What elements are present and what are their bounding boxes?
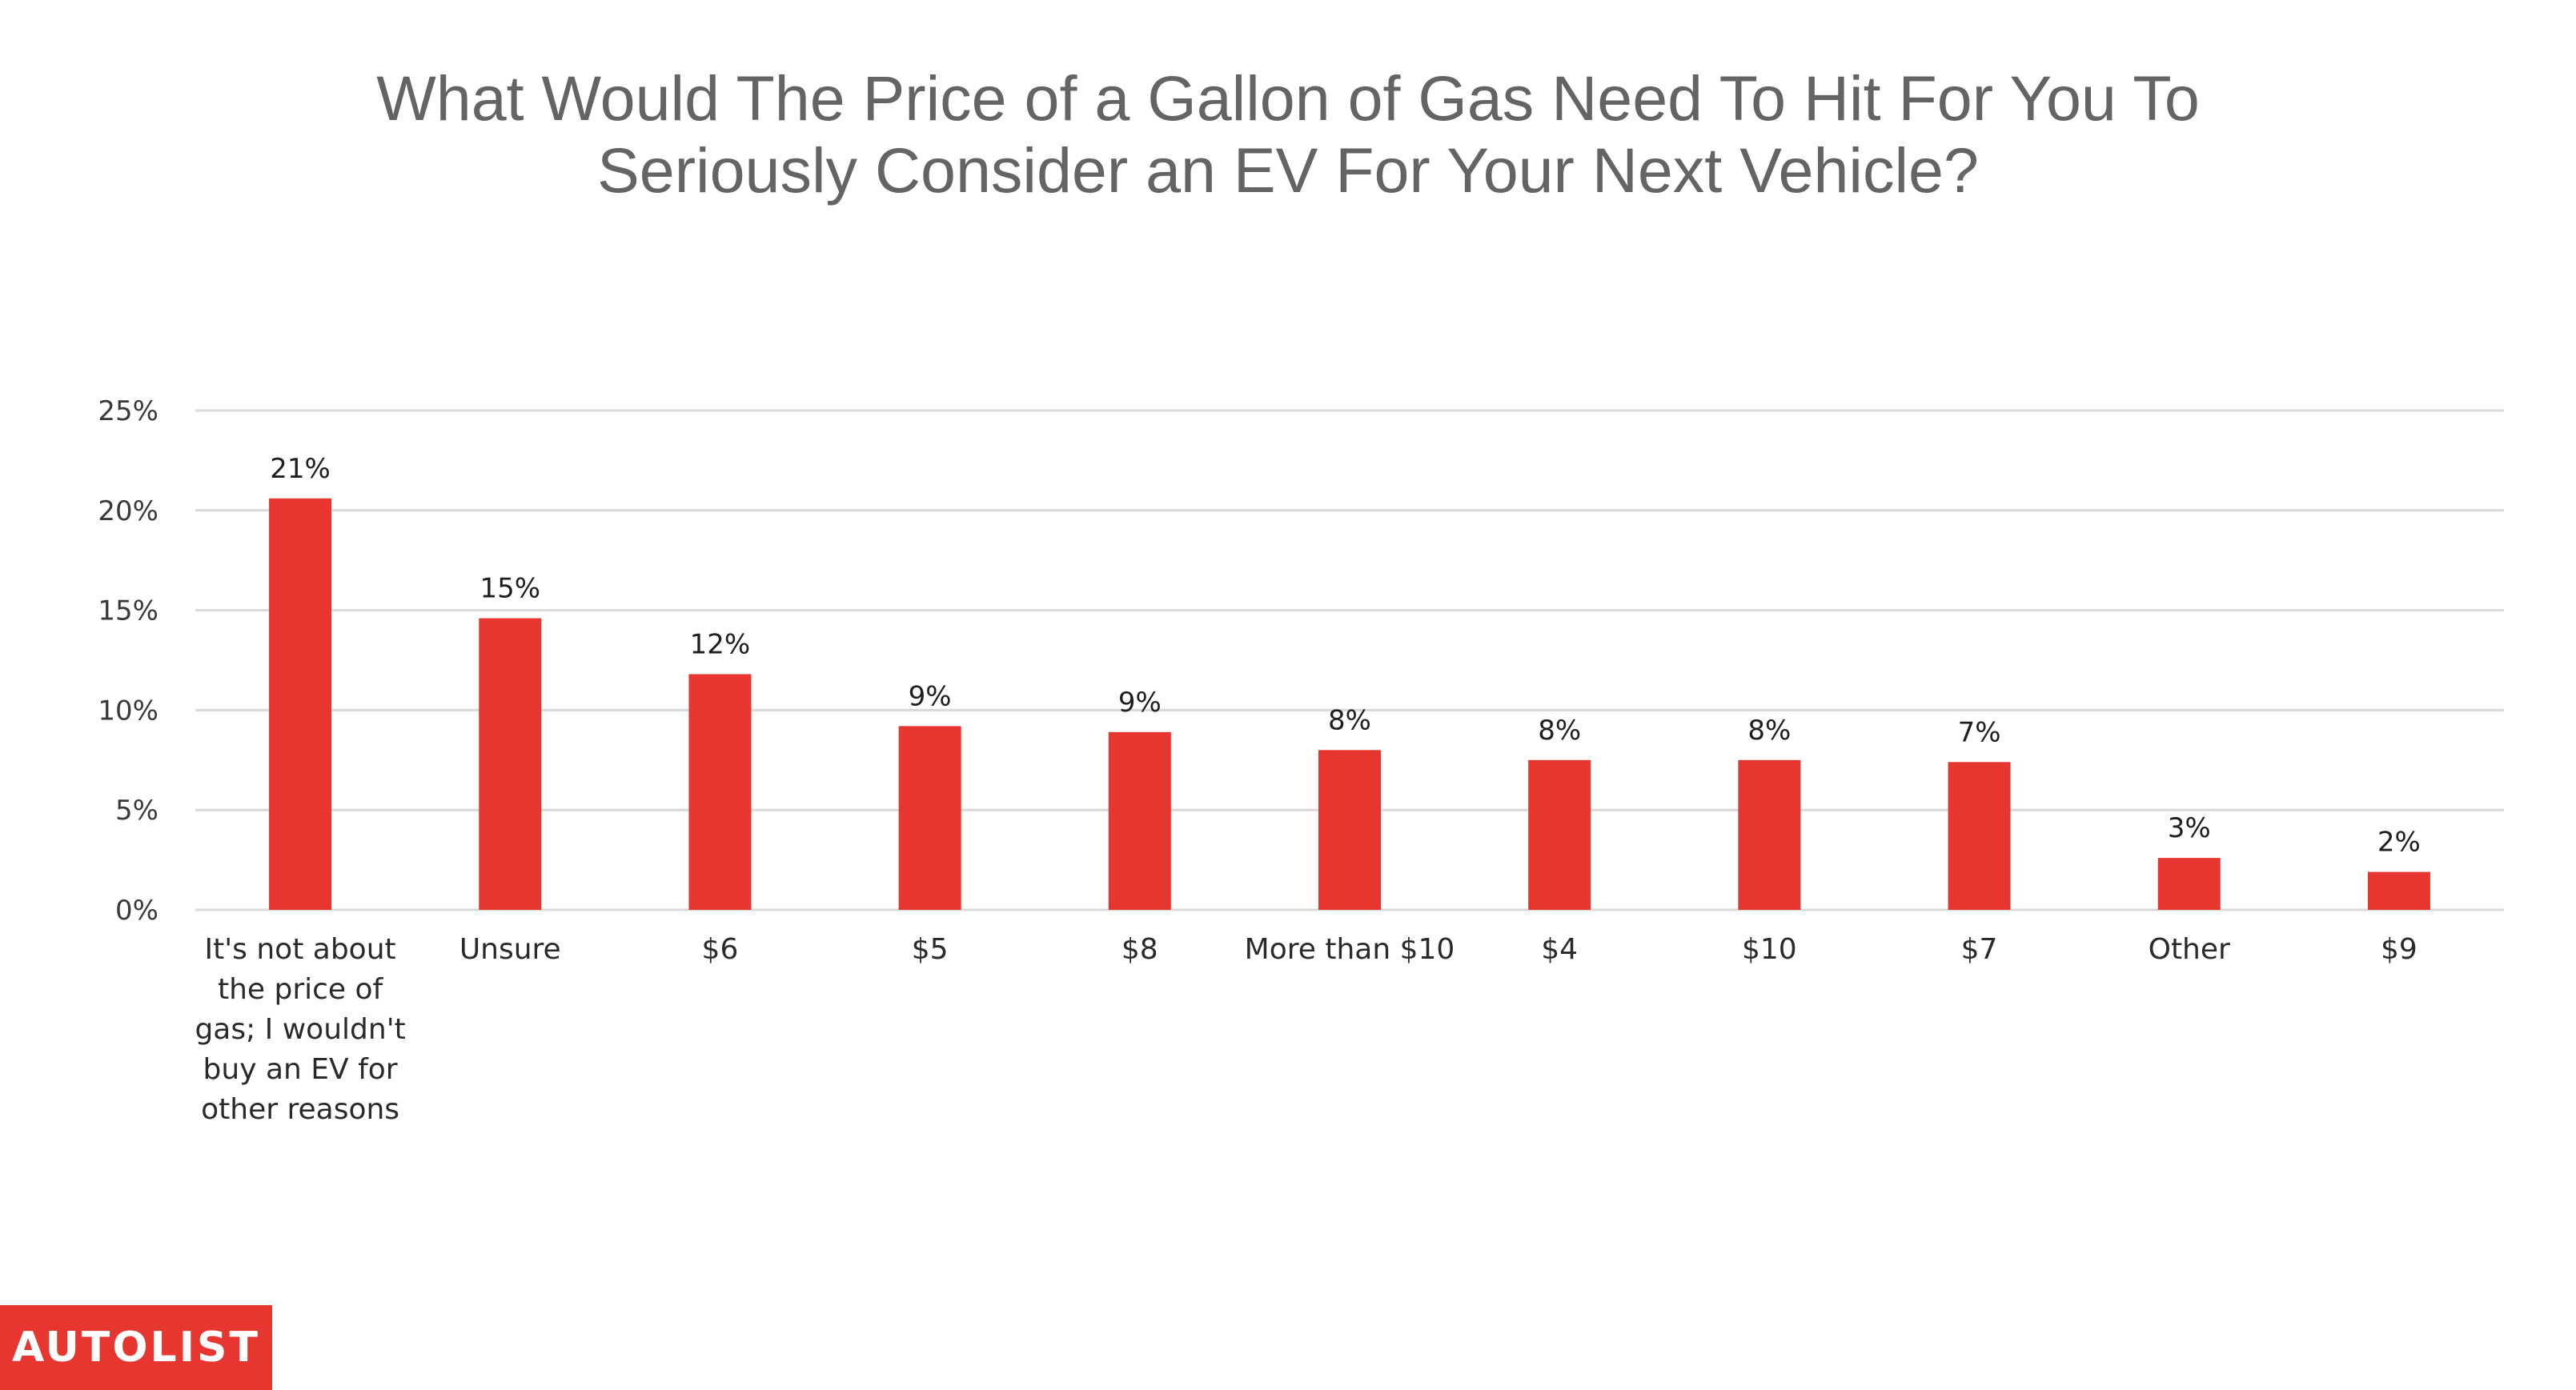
x-tick-label: It's not about the price of gas; I wouldn'… xyxy=(195,933,405,1126)
data-label: 21% xyxy=(270,453,331,485)
data-labels: 21% 15% 12% 9% 9% 8% 8% 8% 7% 3% 2% xyxy=(270,453,2421,859)
x-tick-label-line: More than $10 xyxy=(1245,933,1455,966)
x-tick-label-line: other reasons xyxy=(201,1093,399,1126)
x-tick-label-line: $7 xyxy=(1961,933,1998,966)
x-tick-label-line: Unsure xyxy=(459,933,561,966)
y-tick-label: 0% xyxy=(115,895,158,927)
chart-title: What Would The Price of a Gallon of Gas … xyxy=(0,62,2576,206)
data-label: 15% xyxy=(479,573,540,605)
autolist-logo: AUTOLIST xyxy=(0,1305,272,1390)
bar xyxy=(1948,762,2011,910)
data-label: 12% xyxy=(690,628,751,660)
x-tick-label: More than $10 xyxy=(1245,933,1455,966)
x-tick-label: $6 xyxy=(702,933,739,966)
x-tick-label: $8 xyxy=(1121,933,1158,966)
x-tick-label-line: gas; I wouldn't xyxy=(195,1013,405,1046)
data-label: 3% xyxy=(2168,812,2211,844)
y-tick-label: 10% xyxy=(98,695,158,727)
y-axis: 0% 5% 10% 15% 20% 25% xyxy=(98,395,158,927)
x-axis: It's not about the price of gas; I wouldn'… xyxy=(195,933,2417,1126)
chart-title-line-2: Seriously Consider an EV For Your Next V… xyxy=(597,134,1979,206)
y-tick-label: 25% xyxy=(98,395,158,427)
x-tick-label-line: Other xyxy=(2149,933,2230,966)
x-tick-label-line: buy an EV for xyxy=(203,1053,398,1086)
bar xyxy=(1528,759,1591,910)
bar xyxy=(1318,750,1381,910)
data-label: 7% xyxy=(1958,716,2001,748)
bar xyxy=(2157,858,2221,910)
data-label: 9% xyxy=(1118,687,1162,719)
y-tick-label: 20% xyxy=(98,495,158,527)
bar xyxy=(1738,759,1801,910)
x-tick-label-line: $6 xyxy=(702,933,739,966)
x-tick-label-line: It's not about xyxy=(205,933,396,966)
x-tick-label: $9 xyxy=(2381,933,2418,966)
bar xyxy=(1108,731,1171,910)
x-tick-label: $10 xyxy=(1742,933,1797,966)
bar xyxy=(479,618,542,910)
logo-text: AUTOLIST xyxy=(12,1324,260,1372)
x-tick-label: $5 xyxy=(912,933,949,966)
y-tick-label: 5% xyxy=(115,795,158,827)
bar xyxy=(2367,871,2430,910)
x-tick-label-line: $5 xyxy=(912,933,949,966)
x-tick-label: Other xyxy=(2149,933,2230,966)
bar xyxy=(688,674,752,910)
x-tick-label-line: $9 xyxy=(2381,933,2418,966)
x-tick-label-line: $10 xyxy=(1742,933,1797,966)
x-tick-label-line: $4 xyxy=(1541,933,1578,966)
data-label: 8% xyxy=(1747,715,1791,747)
data-label: 8% xyxy=(1538,715,1581,747)
bar xyxy=(898,726,961,910)
x-tick-label: $4 xyxy=(1541,933,1578,966)
data-label: 2% xyxy=(2377,827,2421,859)
x-tick-label: $7 xyxy=(1961,933,1998,966)
y-tick-label: 15% xyxy=(98,595,158,627)
x-tick-label-line: the price of xyxy=(218,973,384,1006)
data-label: 9% xyxy=(909,680,952,712)
x-tick-label: Unsure xyxy=(459,933,561,966)
bars xyxy=(269,498,2430,910)
data-label: 8% xyxy=(1328,704,1371,736)
x-tick-label-line: $8 xyxy=(1121,933,1158,966)
bar xyxy=(269,498,332,910)
chart-title-line-1: What Would The Price of a Gallon of Gas … xyxy=(376,62,2200,134)
